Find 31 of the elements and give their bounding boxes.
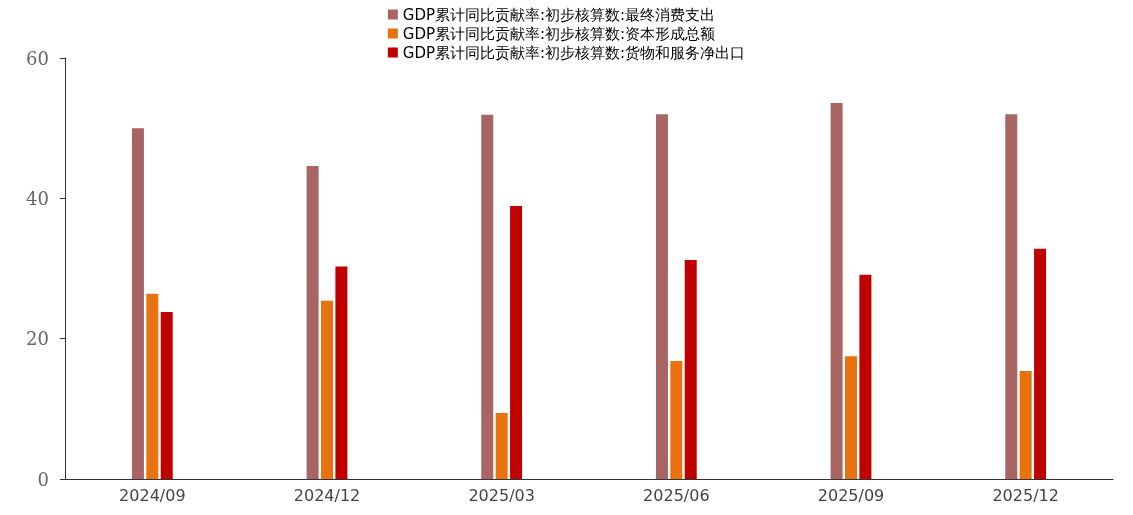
x-tick-label: 2025/03 xyxy=(468,485,535,505)
y-tick-label: 20 xyxy=(26,328,49,350)
bar xyxy=(131,128,144,479)
legend-label: GDP累计同比贡献率:初步核算数:最终消费支出 xyxy=(402,5,716,24)
bar xyxy=(1005,114,1018,479)
bar xyxy=(335,266,348,479)
x-tick-label: 2025/12 xyxy=(992,485,1059,505)
bar xyxy=(1019,370,1032,479)
bar xyxy=(510,206,523,479)
x-tick-label: 2024/12 xyxy=(293,485,361,505)
bar xyxy=(306,166,319,479)
bar xyxy=(830,102,843,479)
bar xyxy=(495,413,508,479)
bar xyxy=(670,361,683,479)
bar xyxy=(160,312,173,479)
bar xyxy=(146,293,159,479)
y-tick-label: 0 xyxy=(37,468,49,490)
y-tick-label: 60 xyxy=(26,47,49,69)
x-tick-label: 2024/09 xyxy=(119,485,186,505)
x-tick-label: 2025/09 xyxy=(817,485,885,505)
bar xyxy=(1034,248,1047,479)
bar xyxy=(655,114,668,479)
legend-label: GDP累计同比贡献率:初步核算数:货物和服务净出口 xyxy=(402,43,746,62)
bar xyxy=(684,260,697,479)
y-tick-label: 40 xyxy=(26,187,49,209)
bar xyxy=(859,274,872,479)
legend-label: GDP累计同比贡献率:初步核算数:资本形成总额 xyxy=(402,24,716,43)
bar xyxy=(481,114,494,479)
bar xyxy=(845,356,857,479)
x-tick-label: 2025/06 xyxy=(643,485,710,505)
bar xyxy=(321,300,333,479)
